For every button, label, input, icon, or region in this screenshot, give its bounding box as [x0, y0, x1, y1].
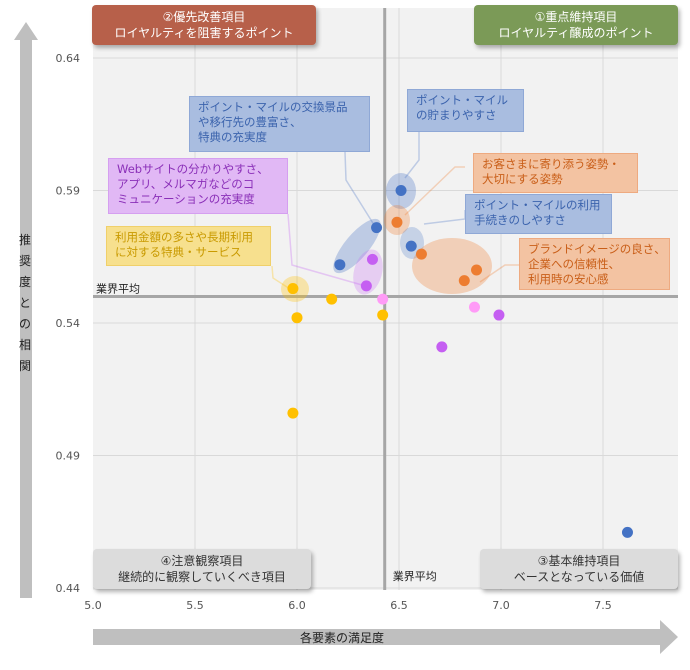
data-point — [371, 222, 383, 234]
y-tick-label: 0.49 — [56, 450, 81, 463]
leader-line — [479, 264, 519, 283]
y-axis-label: 推奨度との相関 — [18, 233, 31, 373]
quadrant-title: ③基本維持項目 — [537, 554, 621, 568]
data-point — [415, 248, 427, 260]
annotation-line: Webサイトの分かりやすさ、 — [117, 162, 269, 176]
annotation-line: ミュニケーションの充実度 — [117, 192, 255, 206]
annotation-customer-attitude: お客さまに寄り添う姿勢・ 大切にする姿勢 — [473, 153, 638, 193]
x-tick-label: 5.0 — [84, 599, 102, 612]
annotation-line: 利用金額の多さや長期利用 — [115, 230, 253, 244]
annotation-exchange-rewards: ポイント・マイルの交換景品 や移行先の豊富さ、 特典の充実度 — [189, 96, 370, 152]
quadrant-title: ①重点維持項目 — [534, 10, 618, 24]
highlight-ellipse — [333, 218, 381, 274]
annotation-line: ポイント・マイル — [416, 93, 508, 107]
data-point — [334, 259, 346, 271]
data-point — [621, 526, 633, 538]
leader-line — [271, 265, 291, 290]
annotation-line: アプリ、メルマガなどのコ — [117, 177, 255, 191]
x-tick-label: 7.5 — [594, 599, 612, 612]
x-axis-label: 各要素の満足度 — [300, 631, 385, 645]
data-point — [287, 407, 299, 419]
average-label-y: 業界平均 — [96, 283, 140, 296]
average-label-x: 業界平均 — [393, 570, 437, 583]
annotation-line: お客さまに寄り添う姿勢・ — [482, 157, 620, 171]
data-point — [360, 280, 372, 292]
annotation-usage-procedure: ポイント・マイルの利用 手続きのしやすさ — [465, 194, 612, 234]
leader-line — [404, 166, 465, 216]
x-tick-label: 6.5 — [390, 599, 408, 612]
annotation-line: に対する特典・サービス — [115, 245, 242, 259]
annotation-line: ブランドイメージの良さ、 — [528, 242, 666, 256]
data-point — [471, 264, 483, 276]
y-tick-label: 0.44 — [56, 582, 81, 595]
y-tick-label: 0.59 — [56, 185, 81, 198]
data-point — [391, 216, 403, 228]
leader-line — [287, 213, 363, 286]
annotation-line: 利用時の安心感 — [528, 272, 609, 286]
x-tick-label: 7.0 — [492, 599, 510, 612]
quadrant-subtitle: 継続的に観察していくべき項目 — [118, 570, 286, 584]
quadrant-title: ④注意観察項目 — [160, 554, 244, 568]
quadrant-subtitle: ロイヤルティを阻害するポイント — [114, 26, 294, 40]
data-point — [458, 275, 470, 287]
y-tick-label: 0.54 — [56, 317, 81, 330]
quadrant-subtitle: ベースとなっている価値 — [513, 570, 645, 584]
data-point — [291, 312, 303, 324]
data-point — [287, 283, 299, 295]
y-tick-label: 0.64 — [56, 52, 81, 65]
data-point — [326, 293, 338, 305]
annotation-brand-trust: ブランドイメージの良さ、 企業への信頼性、 利用時の安心感 — [519, 238, 670, 290]
annotation-points-accumulation: ポイント・マイル の貯まりやすさ — [407, 89, 524, 132]
annotation-line: や移行先の豊富さ、 — [198, 115, 302, 129]
leader-line — [404, 132, 420, 179]
data-point — [395, 185, 407, 196]
data-point — [366, 253, 378, 265]
data-point — [377, 293, 389, 305]
annotation-line: ポイント・マイルの交換景品 — [198, 100, 348, 114]
quadrant-title: ②優先改善項目 — [162, 10, 246, 24]
annotation-line: 特典の充実度 — [198, 130, 267, 144]
annotation-line: 手続きのしやすさ — [474, 213, 566, 227]
annotation-line: ポイント・マイルの利用 — [474, 198, 601, 212]
annotation-website-communication: Webサイトの分かりやすさ、 アプリ、メルマガなどのコ ミュニケーションの充実度 — [108, 158, 288, 214]
data-point — [405, 240, 417, 252]
highlight-ellipse — [412, 238, 492, 294]
data-point — [436, 341, 448, 353]
quadrant-subtitle: ロイヤルティ醸成のポイント — [498, 26, 654, 40]
annotation-line: の貯まりやすさ — [416, 108, 497, 122]
quadrant-4-header: ④注意観察項目 継続的に観察していくべき項目 — [93, 549, 311, 589]
data-point — [493, 309, 505, 321]
annotation-usage-benefits: 利用金額の多さや長期利用 に対する特典・サービス — [106, 226, 271, 266]
quadrant-3-header: ③基本維持項目 ベースとなっている価値 — [480, 549, 678, 589]
y-axis-arrow — [14, 22, 38, 598]
x-tick-label: 5.5 — [186, 599, 204, 612]
data-point — [377, 309, 389, 321]
x-axis-arrow — [93, 620, 678, 654]
quadrant-2-header: ②優先改善項目 ロイヤルティを阻害するポイント — [92, 5, 316, 45]
annotation-line: 企業への信頼性、 — [528, 257, 620, 271]
quadrant-1-header: ①重点維持項目 ロイヤルティ醸成のポイント — [474, 5, 678, 45]
leader-line — [344, 151, 377, 229]
data-point — [468, 301, 480, 313]
annotation-line: 大切にする姿勢 — [482, 172, 563, 186]
x-tick-label: 6.0 — [288, 599, 306, 612]
